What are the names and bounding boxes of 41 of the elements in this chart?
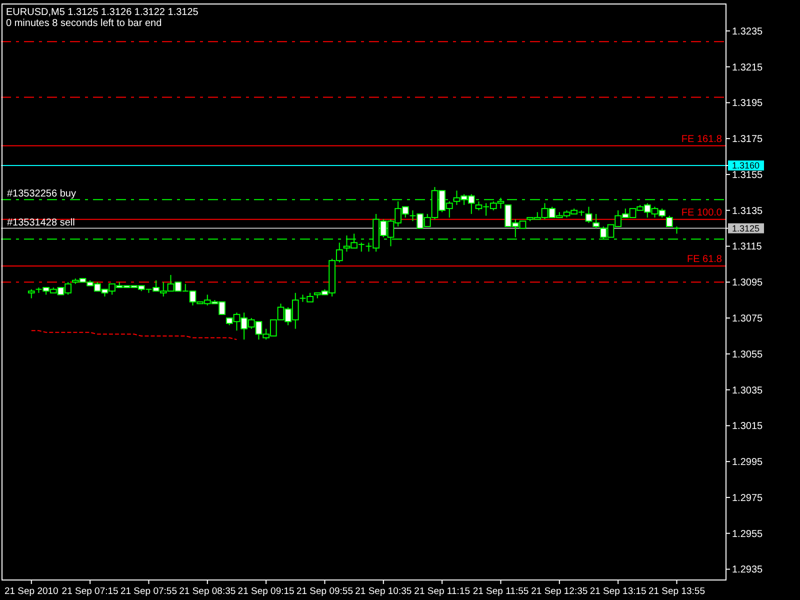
x-tick-label: 21 Sep 11:15 xyxy=(414,586,470,597)
ref-line-label: #13532256 buy xyxy=(7,188,76,200)
y-tick-label: 1.3135 xyxy=(732,206,764,217)
y-tick-label: 1.3215 xyxy=(732,62,764,74)
y-tick-label: 1.3235 xyxy=(732,26,764,38)
x-tick-label: 21 Sep 07:55 xyxy=(120,586,177,597)
x-tick-label: 21 Sep 09:15 xyxy=(238,586,294,597)
x-tick-label: 21 Sep 13:55 xyxy=(648,586,706,597)
x-tick-label: 21 Sep 12:35 xyxy=(531,586,588,597)
y-tick-label: 1.2975 xyxy=(732,492,764,504)
x-tick-label: 21 Sep 08:35 xyxy=(179,586,236,597)
x-tick-label: 21 Sep 11:55 xyxy=(472,586,529,597)
y-tick-label: 1.3175 xyxy=(732,134,764,146)
ref-line-label: #13531428 sell xyxy=(7,217,75,228)
x-tick-label: 21 Sep 13:15 xyxy=(590,586,646,597)
ref-line-label: FE 61.8 xyxy=(686,254,722,265)
y-tick-label: 1.3195 xyxy=(732,98,764,110)
y-tick-label: 1.3125 xyxy=(732,224,760,234)
y-tick-label: 1.3055 xyxy=(732,349,764,360)
y-tick-label: 1.3155 xyxy=(732,170,764,181)
y-tick-label: 1.2995 xyxy=(732,457,764,468)
candlestick xyxy=(585,206,592,224)
y-tick-label: 1.3160 xyxy=(732,160,760,171)
y-tick-label: 1.3035 xyxy=(732,385,764,396)
chart-title: EURUSD,M5 1.3125 1.3126 1.3122 1.3125 xyxy=(6,7,199,18)
x-tick-label: 21 Sep 2010 xyxy=(4,586,58,597)
candlestick xyxy=(666,215,673,228)
y-tick-label: 1.3115 xyxy=(732,242,762,253)
text: 0 minutes 8 seconds left to bar end xyxy=(6,18,162,29)
candlestick xyxy=(592,213,600,229)
y-tick-label: 1.3095 xyxy=(732,278,764,289)
y-tick-label: 1.2935 xyxy=(732,564,764,576)
y-tick-label: 1.2955 xyxy=(732,528,764,540)
line-series xyxy=(30,330,238,340)
x-tick-label: 21 Sep 09:55 xyxy=(296,586,354,597)
ref-line-label: FE 100.0 xyxy=(681,207,722,218)
y-tick-label: 1.3075 xyxy=(732,314,764,325)
x-tick-label: 21 Sep 10:35 xyxy=(355,586,412,597)
y-tick-label: 1.3015 xyxy=(732,421,764,432)
x-tick-label: 21 Sep 07:15 xyxy=(62,586,118,597)
ref-line-label: FE 161.8 xyxy=(681,134,722,145)
